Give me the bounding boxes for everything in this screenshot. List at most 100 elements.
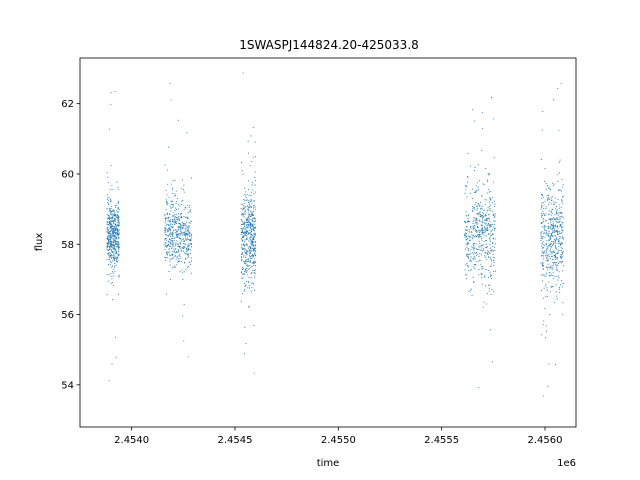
data-point — [551, 208, 554, 210]
data-point — [183, 233, 185, 235]
data-point — [549, 217, 551, 219]
data-point — [189, 249, 191, 251]
data-point — [246, 199, 248, 201]
data-point — [479, 259, 481, 262]
data-point — [187, 248, 190, 250]
data-point — [556, 233, 559, 235]
data-point — [172, 232, 174, 234]
data-point — [543, 204, 545, 206]
data-point — [253, 236, 255, 238]
data-point — [494, 246, 496, 248]
data-point — [550, 274, 553, 276]
data-point — [489, 247, 491, 249]
data-point — [247, 265, 249, 267]
data-point — [186, 251, 188, 253]
data-point — [245, 220, 247, 222]
data-point — [176, 257, 178, 259]
y-tick-label: 62 — [61, 99, 74, 110]
data-point — [558, 219, 560, 221]
data-point — [251, 223, 253, 225]
data-point — [472, 258, 474, 260]
data-point — [549, 227, 551, 229]
data-point — [548, 186, 550, 188]
data-point — [470, 268, 472, 270]
data-point — [557, 225, 559, 227]
data-point — [109, 189, 111, 191]
data-point — [540, 234, 542, 236]
data-point — [180, 217, 182, 219]
data-point — [544, 250, 546, 252]
data-point — [465, 189, 467, 191]
data-point — [481, 266, 483, 268]
x-tick-label: 2.4545 — [218, 435, 253, 446]
data-point — [487, 277, 489, 279]
data-point — [467, 242, 469, 244]
data-point — [469, 192, 472, 194]
data-point — [185, 227, 187, 229]
data-point — [173, 248, 175, 250]
data-point — [183, 224, 185, 226]
data-point — [479, 213, 481, 215]
data-point — [254, 206, 256, 208]
data-point — [247, 250, 249, 252]
data-point — [111, 255, 113, 257]
data-point — [560, 250, 562, 252]
data-point — [483, 248, 485, 250]
data-point — [484, 230, 486, 232]
data-point — [555, 197, 557, 199]
data-point — [546, 226, 548, 228]
data-point — [553, 238, 555, 240]
data-point — [164, 256, 166, 258]
data-point — [171, 231, 173, 233]
data-point — [482, 127, 484, 130]
data-point — [483, 219, 485, 221]
data-point — [188, 233, 190, 235]
data-point — [562, 230, 564, 232]
data-point — [543, 274, 545, 276]
data-point — [554, 218, 556, 220]
data-point — [108, 245, 110, 248]
data-point — [167, 230, 169, 232]
data-point — [541, 202, 543, 204]
data-point — [108, 241, 110, 243]
data-point — [248, 221, 250, 223]
data-point — [107, 245, 109, 247]
data-point — [557, 222, 559, 224]
data-point — [168, 248, 170, 250]
data-point — [478, 231, 481, 234]
data-point — [246, 194, 248, 196]
data-point — [169, 264, 171, 266]
data-point — [170, 255, 172, 257]
data-point — [251, 266, 253, 268]
data-point — [248, 223, 250, 225]
y-tick-label: 60 — [61, 169, 74, 180]
data-point — [170, 204, 172, 206]
data-point — [554, 230, 556, 232]
data-point — [247, 274, 249, 276]
data-point — [552, 182, 554, 184]
data-point — [114, 270, 116, 272]
data-point — [251, 212, 253, 214]
data-point — [558, 172, 560, 174]
data-point — [480, 263, 482, 265]
data-point — [115, 216, 117, 218]
data-point — [113, 219, 116, 221]
data-point — [171, 244, 173, 246]
data-point — [247, 219, 249, 221]
data-point — [118, 245, 120, 247]
data-point — [110, 199, 112, 201]
data-point — [109, 264, 111, 266]
data-point — [485, 285, 487, 287]
data-point — [485, 259, 487, 261]
data-point — [552, 218, 554, 220]
data-point — [246, 245, 248, 247]
data-point — [561, 178, 563, 181]
data-point — [561, 226, 563, 228]
data-point — [247, 152, 249, 154]
data-point — [112, 248, 114, 250]
data-point — [544, 236, 546, 238]
data-point — [245, 238, 247, 240]
data-point — [165, 224, 167, 227]
data-point — [549, 201, 551, 203]
data-point — [476, 209, 478, 211]
